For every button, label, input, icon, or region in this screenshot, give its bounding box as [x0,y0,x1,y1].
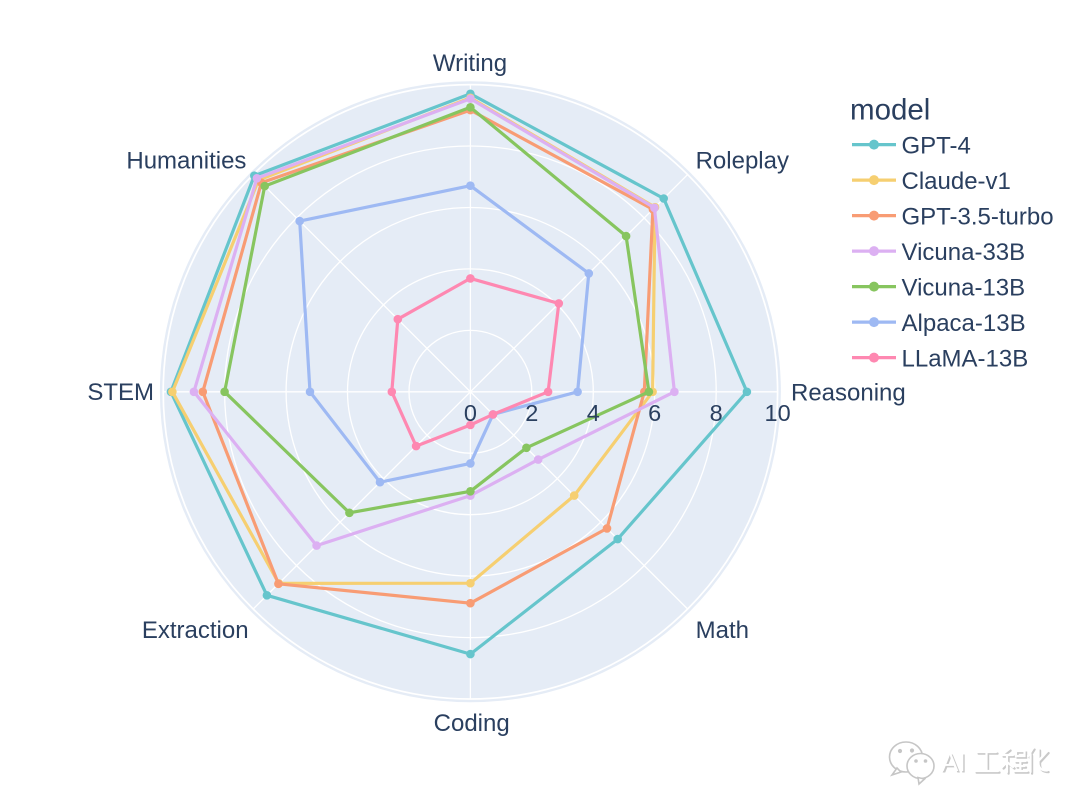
svg-text:Math: Math [696,617,749,644]
svg-text:LLaMA-13B: LLaMA-13B [902,346,1029,373]
svg-text:Vicuna-13B: Vicuna-13B [902,275,1026,302]
svg-text:2: 2 [525,400,538,426]
svg-text:Vicuna-33B: Vicuna-33B [902,239,1026,266]
svg-text:Claude-v1: Claude-v1 [902,168,1011,195]
svg-text:10: 10 [765,400,791,426]
svg-text:Roleplay: Roleplay [696,148,789,175]
svg-text:6: 6 [648,400,661,426]
svg-text:Writing: Writing [433,50,507,77]
svg-text:AI: AI [941,747,966,777]
svg-text:4: 4 [587,400,600,426]
svg-text:0: 0 [464,400,477,426]
svg-text:AI: AI [943,749,968,779]
svg-text:GPT-4: GPT-4 [902,133,971,160]
svg-text:model: model [850,93,930,126]
svg-text:GPT-3.5-turbo: GPT-3.5-turbo [902,204,1054,231]
svg-text:Humanities: Humanities [126,147,246,174]
svg-text:Reasoning: Reasoning [791,379,906,406]
svg-text:Extraction: Extraction [142,617,249,644]
svg-text:8: 8 [710,400,723,426]
svg-text:STEM: STEM [87,379,154,406]
svg-text:Coding: Coding [434,710,510,737]
svg-text:Alpaca-13B: Alpaca-13B [902,310,1026,337]
